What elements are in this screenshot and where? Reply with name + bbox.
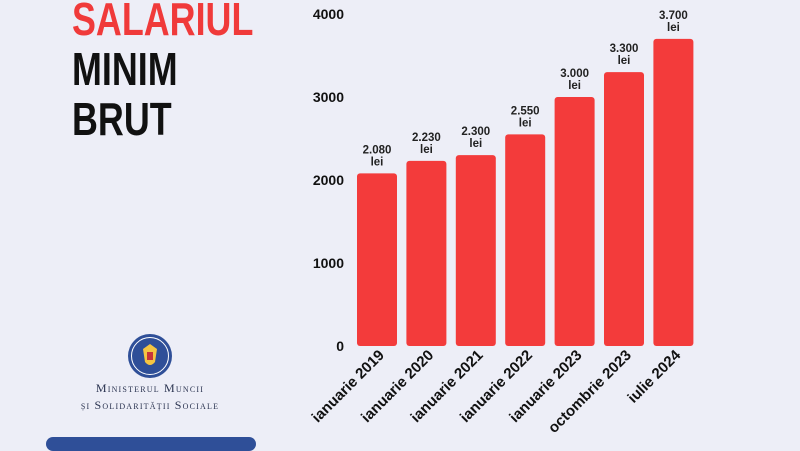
- data-label: 2.550: [511, 105, 540, 117]
- data-label-unit: lei: [420, 144, 433, 156]
- bar: [406, 160, 447, 346]
- bar: [505, 134, 546, 346]
- bar: [653, 38, 694, 347]
- bar: [604, 72, 644, 346]
- ministry-logo: Ministerul Muncii și Solidarității Socia…: [60, 332, 240, 414]
- y-tick-label: 1000: [313, 255, 344, 271]
- bar: [357, 173, 397, 346]
- footer-bar: [46, 437, 256, 451]
- ministry-name-line-2: și Solidarității Sociale: [80, 398, 220, 412]
- data-label: 3.000: [560, 68, 589, 80]
- x-tick-label: octombrie 2023: [545, 347, 635, 437]
- ministry-name-line-1: Ministerul Muncii: [95, 381, 205, 395]
- headline: SALARIUL MINIM BRUT: [72, 0, 305, 144]
- headline-line-2: MINIM: [72, 43, 178, 95]
- data-label: 3.300: [610, 43, 639, 55]
- y-tick-label: 0: [336, 338, 344, 354]
- y-tick-label: 2000: [313, 172, 344, 188]
- data-label-unit: lei: [568, 80, 581, 92]
- bar: [554, 97, 595, 346]
- headline-line-3: BRUT: [72, 93, 172, 145]
- data-label: 2.230: [412, 132, 441, 144]
- bar: [455, 155, 496, 346]
- data-label: 2.300: [461, 126, 490, 138]
- government-emblem-icon: [128, 334, 172, 378]
- data-label-unit: lei: [469, 138, 482, 150]
- data-label-unit: lei: [618, 55, 631, 67]
- data-label: 3.700: [659, 10, 688, 22]
- headline-line-1: SALARIUL: [72, 0, 254, 45]
- data-label-unit: lei: [371, 156, 384, 168]
- x-tick-label: iulie 2024: [624, 346, 684, 406]
- y-tick-label: 3000: [313, 89, 344, 105]
- data-label-unit: lei: [519, 117, 532, 129]
- data-label: 2.080: [363, 144, 392, 156]
- y-tick-label: 4000: [313, 6, 344, 22]
- data-label-unit: lei: [667, 22, 680, 34]
